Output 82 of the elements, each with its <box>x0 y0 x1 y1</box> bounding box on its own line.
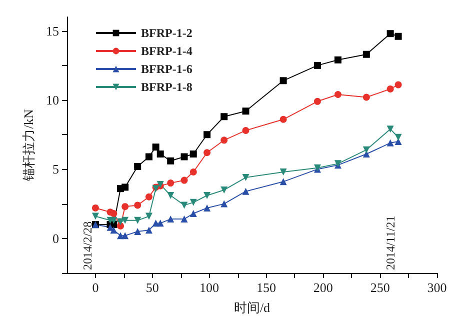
point <box>92 204 99 212</box>
point <box>280 77 287 84</box>
point <box>220 200 228 208</box>
point <box>167 157 174 164</box>
point <box>167 216 174 223</box>
point <box>167 180 174 187</box>
point <box>145 193 152 200</box>
point <box>122 216 129 224</box>
point <box>156 150 164 158</box>
point <box>117 218 124 226</box>
x-tick-label: 50 <box>146 280 159 295</box>
point <box>394 81 402 88</box>
y-tick-label: 15 <box>46 23 59 38</box>
point <box>134 228 142 235</box>
point <box>242 126 250 134</box>
point <box>386 126 394 133</box>
x-tick-label: 250 <box>370 280 390 295</box>
point <box>242 188 250 195</box>
point <box>134 202 142 209</box>
point <box>122 232 129 240</box>
point <box>204 192 211 200</box>
point <box>180 216 188 223</box>
point <box>204 131 211 138</box>
point <box>156 220 164 227</box>
point <box>280 178 287 186</box>
x-tick-label: 0 <box>92 280 99 295</box>
point <box>280 116 287 123</box>
point <box>180 202 188 209</box>
point <box>122 184 129 191</box>
point <box>394 134 402 141</box>
point <box>145 212 152 220</box>
point <box>386 85 394 92</box>
point <box>122 203 129 210</box>
point <box>220 113 228 120</box>
point <box>190 210 197 217</box>
point <box>242 174 250 182</box>
point <box>145 153 152 160</box>
point <box>110 226 118 234</box>
point <box>190 150 197 158</box>
point <box>204 149 211 156</box>
point <box>180 153 188 160</box>
point <box>92 212 99 220</box>
point <box>180 176 188 184</box>
point <box>134 216 142 224</box>
y-tick-label: 10 <box>46 92 59 108</box>
legend-label: BFRP-1-2 <box>141 26 192 40</box>
x-axis-title: 时间/d <box>234 300 271 315</box>
x-tick-label: 150 <box>256 280 276 295</box>
point <box>242 108 250 115</box>
point <box>204 204 211 212</box>
point <box>145 226 152 234</box>
point <box>386 30 394 38</box>
y-tick-label: 5 <box>52 162 59 177</box>
annotation: 2014/2/28 <box>80 221 94 270</box>
annotation: 2014/11/21 <box>383 216 398 270</box>
point <box>386 139 394 146</box>
point <box>280 168 287 176</box>
point <box>190 168 197 176</box>
point <box>394 32 402 40</box>
x-tick-label: 100 <box>200 280 220 295</box>
point <box>334 90 342 98</box>
x-tick-label: 200 <box>313 280 333 295</box>
point <box>362 146 370 154</box>
point <box>334 56 342 64</box>
legend-label: BFRP-1-8 <box>141 80 192 94</box>
y-tick-label: 0 <box>52 230 59 246</box>
point <box>152 144 160 151</box>
point <box>314 98 321 105</box>
point <box>362 94 370 101</box>
point <box>362 50 370 58</box>
point <box>110 216 118 224</box>
point <box>220 186 228 194</box>
x-tick-label: 300 <box>427 280 447 295</box>
point <box>220 136 228 144</box>
legend-label: BFRP-1-4 <box>141 44 192 58</box>
y-axis-title: 锚杆拉力/kN <box>21 108 36 182</box>
point <box>110 210 118 217</box>
point <box>134 162 142 170</box>
point <box>190 198 197 206</box>
legend-label: BFRP-1-6 <box>141 62 192 76</box>
point <box>167 192 174 200</box>
point <box>314 62 321 69</box>
